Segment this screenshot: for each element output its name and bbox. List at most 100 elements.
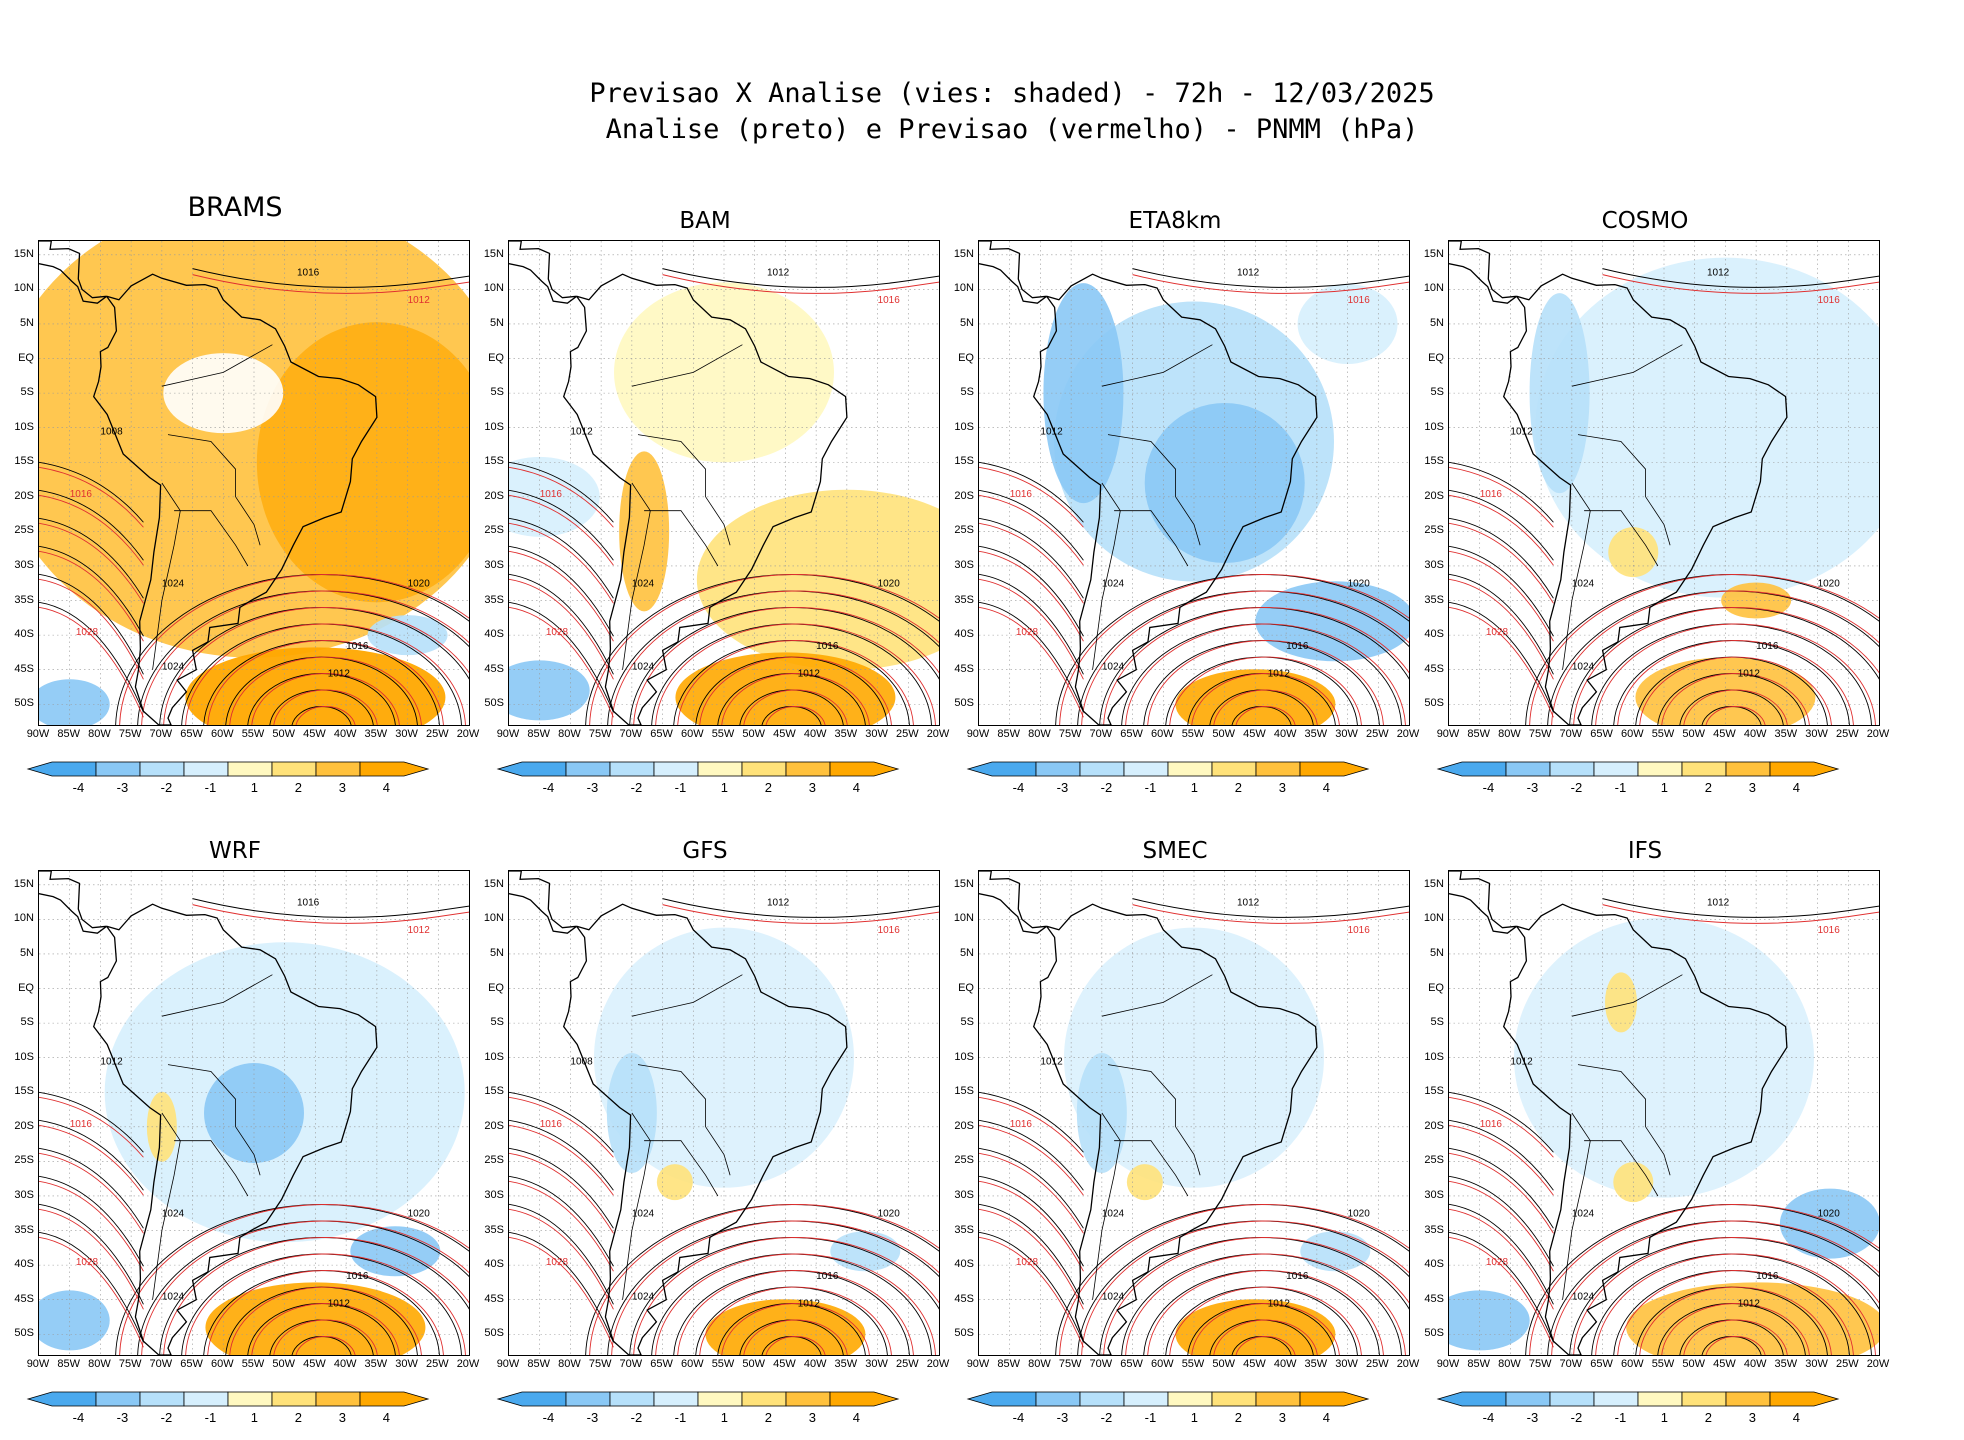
isobar-label: 1016 — [540, 1119, 563, 1130]
colorbar-segment — [315, 1391, 361, 1407]
longitude-label: 30W — [395, 1358, 418, 1370]
bias-warm-area — [1626, 1282, 1879, 1355]
colorbar-segment — [359, 761, 430, 777]
forecast-isobar — [1213, 689, 1318, 725]
pressure-bias-map: 1012 1016 1012 1016 1020 1024 1028 1024 1016 1012 — [979, 871, 1409, 1355]
latitude-label: 5S — [490, 1016, 504, 1029]
colorbar-segment — [966, 761, 1037, 777]
longitude-label: 40W — [1743, 1358, 1767, 1370]
pressure-bias-map: 1012 1016 1008 1016 1020 1024 1028 1024 1016 1012 — [509, 871, 939, 1355]
latitude-label: 5S — [20, 1016, 34, 1029]
latitude-label: 5S — [20, 386, 34, 399]
longitude-label: 55W — [711, 728, 735, 740]
isobar-label: 1020 — [878, 1209, 901, 1220]
colorbar-segment — [26, 1391, 97, 1407]
isobar-label: 1016 — [1480, 1119, 1503, 1130]
analysis-isobar — [979, 1175, 1084, 1267]
colorbar-segment — [1505, 1391, 1551, 1407]
colorbar-graphic: -4 -3 -2 -1 1 2 3 4 — [496, 761, 900, 795]
country-border — [644, 510, 719, 567]
latitude-label: 25S — [484, 524, 504, 537]
latitude-label: 10N — [13, 282, 34, 295]
colorbar-segment — [1681, 761, 1727, 777]
colorbar-label: 4 — [383, 1410, 390, 1425]
map-panel-bam: BAM 15N 10N 5N EQ 5S 10S 15S 20S 25S 30S 35S 40S 45S 5… — [470, 190, 950, 810]
colorbar-graphic: -4 -3 -2 -1 1 2 3 4 — [26, 761, 430, 795]
latitude-label: EQ — [488, 981, 504, 994]
longitude-label: 65W — [180, 728, 203, 740]
longitude-label: 25W — [425, 728, 449, 740]
analysis-isobar — [979, 517, 1084, 599]
forecast-isobar — [1449, 606, 1554, 718]
latitude-label: 20S — [1424, 1119, 1444, 1132]
latitude-label: 10S — [1424, 1050, 1444, 1063]
colorbar-segment — [653, 1391, 699, 1407]
longitude-label: 35W — [1774, 728, 1798, 740]
colorbar-segment — [1725, 1391, 1771, 1407]
longitude-label: 75W — [1528, 1358, 1552, 1370]
latitude-label: 20S — [14, 1119, 34, 1132]
longitude-label: 50W — [272, 1358, 296, 1370]
colorbar-label: 3 — [1749, 780, 1756, 795]
analysis-isobar — [979, 1091, 1084, 1153]
latitude-label: 15S — [14, 455, 34, 468]
colorbar-label: 2 — [1705, 1410, 1712, 1425]
longitude-label: 20W — [1396, 1358, 1420, 1370]
bias-warm-area — [1605, 972, 1637, 1033]
bias-warm-area — [656, 1164, 693, 1201]
longitude-label: 35W — [364, 728, 388, 740]
forecast-isobar — [163, 607, 469, 725]
forecast-isobar — [979, 1208, 1084, 1310]
longitude-label: 60W — [1620, 728, 1644, 740]
isobar-label: 1012 — [1707, 268, 1730, 279]
bias-weak-cool-area — [594, 927, 854, 1188]
isobar-label: 1012 — [1707, 898, 1730, 909]
forecast-isobar — [1705, 706, 1766, 725]
colorbar-label: 2 — [1705, 780, 1712, 795]
latitude-label: 45S — [1424, 1292, 1444, 1305]
colorbar-label: 3 — [339, 780, 346, 795]
isobar-label: 1024 — [162, 1292, 185, 1303]
colorbar: -4 -3 -2 -1 1 2 3 4 — [26, 1388, 458, 1428]
colorbar-label: -2 — [1101, 780, 1113, 795]
analysis-isobar — [1449, 573, 1554, 675]
colorbar-label: 2 — [1235, 1410, 1242, 1425]
country-border — [1092, 1112, 1121, 1300]
forecast-isobar — [1449, 578, 1554, 680]
colorbar-label: -4 — [1013, 780, 1025, 795]
longitude-label: 45W — [1713, 728, 1736, 740]
country-border — [161, 344, 273, 387]
colorbar-label: -2 — [1571, 780, 1583, 795]
forecast-isobar — [677, 640, 914, 725]
country-border — [1107, 1064, 1201, 1176]
longitude-label: 85W — [997, 728, 1021, 740]
forecast-isobar — [1551, 590, 1879, 725]
colorbar-segment — [1436, 1391, 1507, 1407]
longitude-label: 60W — [210, 1358, 234, 1370]
isobar-label: 1028 — [546, 1257, 569, 1268]
analysis-isobar — [509, 1147, 614, 1229]
map-panel-gfs: GFS 15N 10N 5N EQ 5S 10S 15S 20S 25S 30S 35S 40S 45S 5… — [470, 820, 950, 1440]
colorbar-label: 1 — [251, 780, 258, 795]
longitude-label: 30W — [1335, 728, 1358, 740]
longitude-label: 30W — [1805, 1358, 1828, 1370]
map-frame: 1012 1016 1012 1016 1020 1024 1028 1024 1016 1012 — [978, 870, 1410, 1356]
forecast-isobar — [721, 673, 870, 725]
analysis-isobar — [39, 1231, 144, 1343]
longitude-label: 70W — [1559, 728, 1583, 740]
isobar-label: 1028 — [1016, 1257, 1039, 1268]
colorbar-graphic: -4 -3 -2 -1 1 2 3 4 — [1436, 761, 1840, 795]
forecast-isobar — [39, 1180, 144, 1272]
forecast-isobar — [1059, 574, 1409, 725]
longitude-label: 20W — [926, 728, 950, 740]
isobar-label: 1012 — [1268, 1299, 1291, 1310]
analysis-isobar — [1449, 461, 1554, 523]
latitude-label: 40S — [954, 628, 974, 641]
forecast-isobar — [39, 522, 144, 604]
isobar-label: 1012 — [328, 669, 351, 680]
country-border — [622, 1112, 651, 1300]
latitude-label: 15N — [483, 877, 504, 890]
latitude-label: 45S — [484, 662, 504, 675]
country-border — [174, 1140, 249, 1197]
longitude-label: 55W — [1181, 1358, 1205, 1370]
